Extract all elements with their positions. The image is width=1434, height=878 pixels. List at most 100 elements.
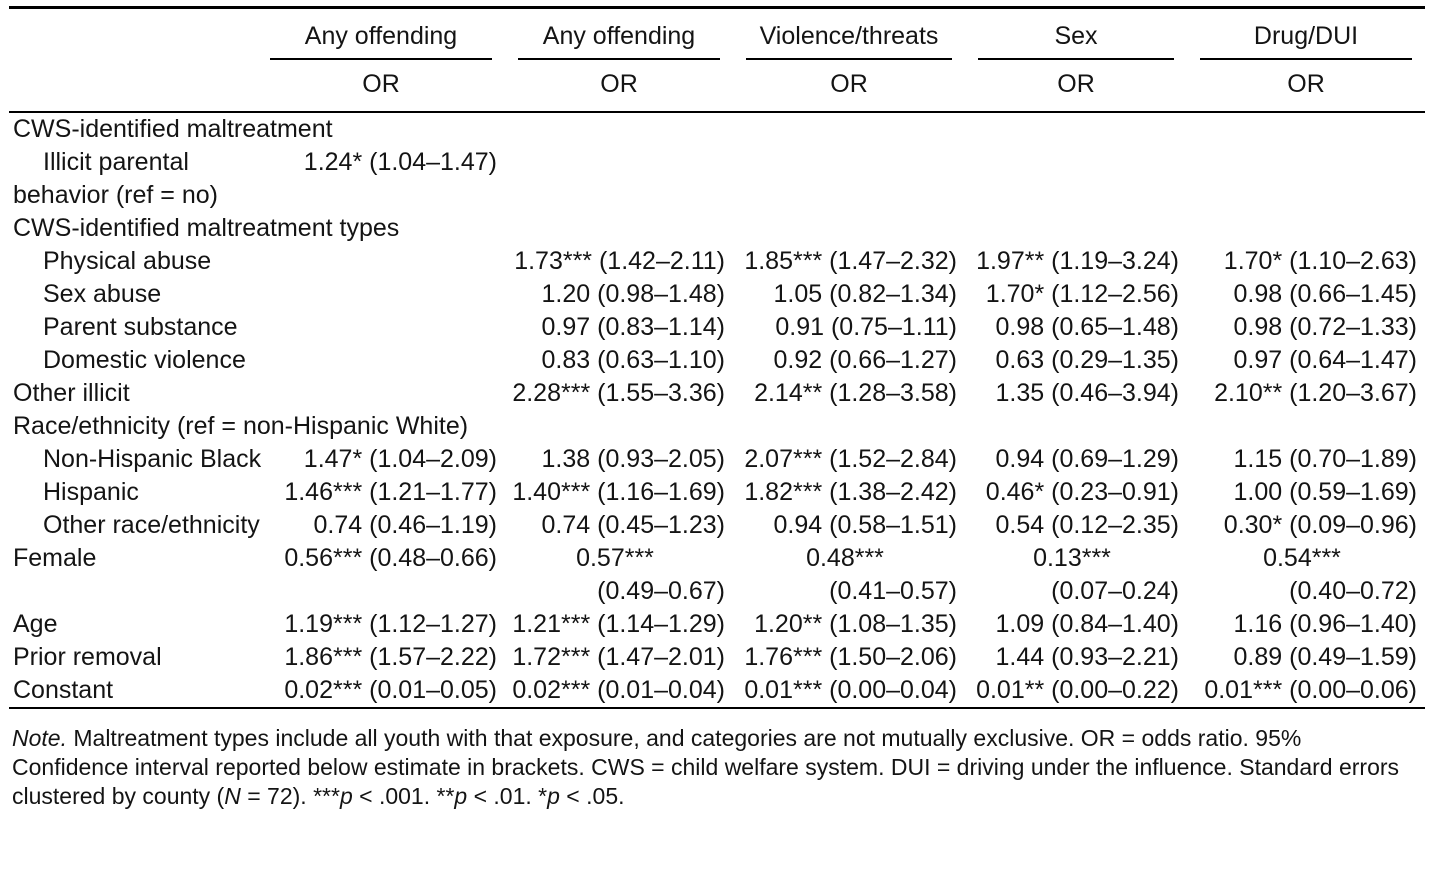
table-header: Any offending Any offending Violence/thr… [9, 8, 1425, 113]
row-label: Illicit parental behavior (ref = no) [13, 148, 218, 209]
table-body: CWS-identified maltreatment Illicit paren… [9, 112, 1425, 708]
column-header-label: Any offending [270, 9, 492, 60]
or-cell [257, 278, 505, 311]
or-cell [505, 410, 733, 443]
row-label: Non-Hispanic Black [43, 445, 262, 473]
or-cell: 1.21*** (1.14–1.29) [512, 610, 725, 638]
or-cell: 0.94 (0.69–1.29) [995, 445, 1179, 473]
table-row: Parent substance 0.97 (0.83–1.14) 0.91 (0.… [9, 311, 1425, 344]
or-cell: 1.15 (0.70–1.89) [1233, 445, 1417, 473]
or-cell: 1.82*** (1.38–2.42) [744, 478, 957, 506]
or-subheader: OR [505, 60, 733, 113]
or-cell: 2.28*** (1.55–3.36) [512, 379, 725, 407]
or-subheader: OR [1187, 60, 1425, 113]
or-cell: 0.74 (0.45–1.23) [541, 511, 725, 539]
row-label: Other race/ethnicity [43, 511, 260, 539]
table-row: Non-Hispanic Black 1.47* (1.04–2.09) 1.38 … [9, 443, 1425, 476]
or-cell: 0.97 (0.83–1.14) [541, 313, 725, 341]
or-cell: 1.85*** (1.47–2.32) [744, 247, 957, 275]
or-cell: 1.05 (0.82–1.34) [773, 280, 957, 308]
or-cell [1187, 146, 1425, 212]
or-cell: 2.14** (1.28–3.58) [754, 379, 957, 407]
or-cell [257, 245, 505, 278]
note-segment: p [454, 783, 468, 809]
or-cell [1187, 212, 1425, 245]
or-cell: 0.56*** (0.48–0.66) [284, 544, 497, 572]
or-cell: 1.97** (1.19–3.24) [976, 247, 1179, 275]
or-cell [257, 311, 505, 344]
or-cell: 0.74 (0.46–1.19) [313, 511, 497, 539]
row-label: Hispanic [43, 478, 139, 506]
or-cell: 1.86*** (1.57–2.22) [284, 643, 497, 671]
or-cell: 1.09 (0.84–1.40) [995, 610, 1179, 638]
or-cell: 1.73*** (1.42–2.11) [514, 247, 725, 275]
row-label: CWS-identified maltreatment types [13, 214, 400, 242]
or-cell: 0.97 (0.64–1.47) [1233, 346, 1417, 374]
row-label: Constant [13, 676, 114, 704]
or-cell: 1.46*** (1.21–1.77) [284, 478, 497, 506]
or-cell: 0.54 (0.12–2.35) [995, 511, 1179, 539]
table-row: Other illicit 2.28*** (1.55–3.36) 2.14** (… [9, 377, 1425, 410]
table-row: Constant 0.02*** (0.01–0.05) 0.02*** (0.01… [9, 674, 1425, 708]
label-column-header [9, 8, 257, 61]
table-row: Female 0.56*** (0.48–0.66) 0.57*** (0.49–0.… [9, 542, 1425, 608]
row-label: Parent substance [43, 313, 238, 341]
or-cell: 1.76*** (1.50–2.06) [744, 643, 957, 671]
column-header-drug-dui: Drug/DUI [1187, 8, 1425, 60]
note-segment: N [224, 783, 241, 809]
table-row: CWS-identified maltreatment [9, 112, 1425, 146]
note-segment: p [339, 783, 353, 809]
or-cell: 0.94 (0.58–1.51) [773, 511, 957, 539]
or-cell: 0.54*** (0.40–0.72) [1263, 544, 1417, 605]
column-header-any-offending-1: Any offending [257, 8, 505, 60]
or-cell [733, 410, 965, 443]
or-cell [965, 112, 1187, 146]
table-row: CWS-identified maltreatment types [9, 212, 1425, 245]
table-row: Prior removal 1.86*** (1.57–2.22) 1.72*** … [9, 641, 1425, 674]
or-cell: 2.07*** (1.52–2.84) [744, 445, 957, 473]
table-row: Race/ethnicity (ref = non-Hispanic White… [9, 410, 1425, 443]
or-cell: 2.10** (1.20–3.67) [1214, 379, 1417, 407]
or-cell [505, 212, 733, 245]
or-cell [733, 146, 965, 212]
or-cell: 1.19*** (1.12–1.27) [284, 610, 497, 638]
row-label: Domestic violence [43, 346, 246, 374]
or-cell: 0.89 (0.49–1.59) [1233, 643, 1417, 671]
or-cell: 0.01** (0.00–0.22) [976, 676, 1179, 704]
column-header-sex: Sex [965, 8, 1187, 60]
row-label: Race/ethnicity (ref = non-Hispanic White… [13, 412, 469, 440]
or-cell: 1.40*** (1.16–1.69) [512, 478, 725, 506]
or-cell [257, 344, 505, 377]
or-cell [257, 377, 505, 410]
subheader-corner [9, 60, 257, 113]
note-segment: *** [313, 783, 340, 809]
or-cell: 0.98 (0.65–1.48) [995, 313, 1179, 341]
or-cell: 0.01*** (0.00–0.06) [1204, 676, 1417, 704]
or-cell [733, 112, 965, 146]
or-cell [965, 146, 1187, 212]
or-cell: 0.92 (0.66–1.27) [773, 346, 957, 374]
row-label: Female [13, 544, 97, 572]
note-segment: < .01. [467, 783, 539, 809]
note: Note. Maltreatment types include all you… [12, 724, 1422, 811]
column-group-header-row: Any offending Any offending Violence/thr… [9, 8, 1425, 61]
row-label: Other illicit [13, 379, 130, 407]
or-cell [965, 212, 1187, 245]
or-cell: 0.63 (0.29–1.35) [995, 346, 1179, 374]
or-cell: 0.30* (0.09–0.96) [1223, 511, 1417, 539]
or-cell [505, 112, 733, 146]
row-label: Physical abuse [43, 247, 212, 275]
or-cell: 0.98 (0.72–1.33) [1233, 313, 1417, 341]
or-cell: 1.35 (0.46–3.94) [995, 379, 1179, 407]
or-cell: 0.46* (0.23–0.91) [985, 478, 1179, 506]
note-segment: p [547, 783, 560, 809]
or-cell: 1.44 (0.93–2.21) [995, 643, 1179, 671]
note-segment: < .05. [559, 783, 625, 809]
paper-table-page: Any offending Any offending Violence/thr… [0, 6, 1434, 878]
or-cell [1187, 112, 1425, 146]
table-row: Illicit parental behavior (ref = no) 1.24*… [9, 146, 1425, 212]
or-cell: 1.70* (1.12–2.56) [985, 280, 1179, 308]
or-cell: 0.02*** (0.01–0.04) [512, 676, 725, 704]
note-segment: = 72). [240, 783, 314, 809]
or-cell: 0.13*** (0.07–0.24) [1033, 544, 1179, 605]
